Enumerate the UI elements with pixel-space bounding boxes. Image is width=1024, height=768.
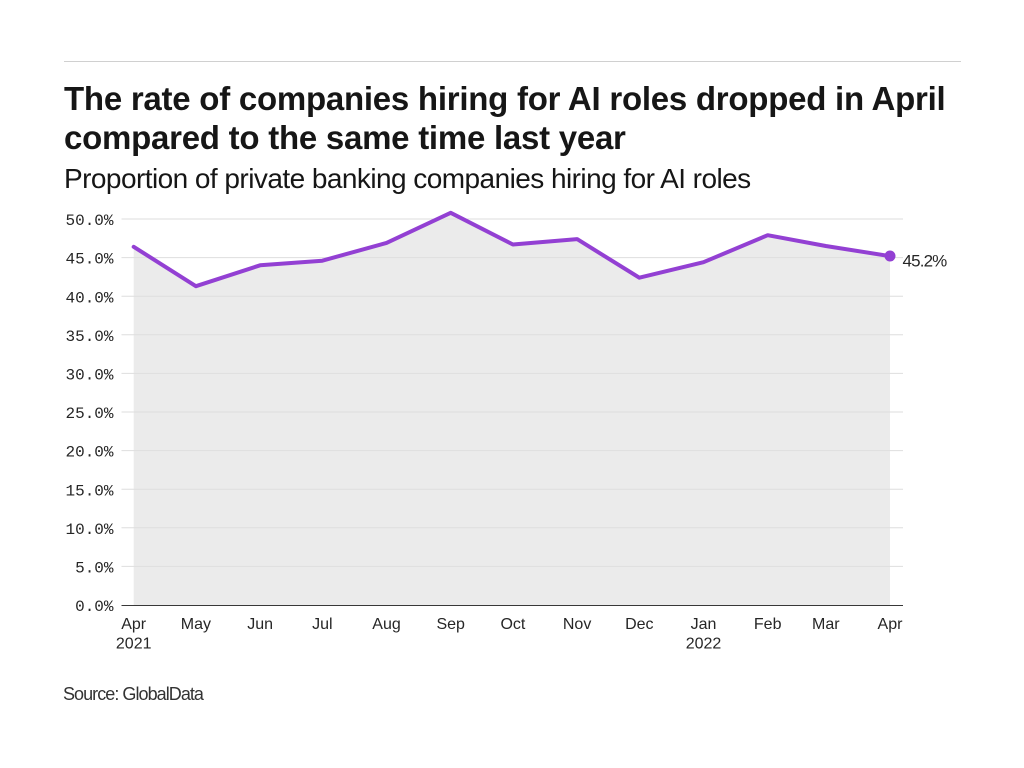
svg-text:Mar: Mar	[812, 616, 840, 633]
svg-text:Aug: Aug	[372, 616, 400, 633]
svg-text:50.0%: 50.0%	[65, 212, 113, 230]
svg-text:35.0%: 35.0%	[65, 328, 113, 346]
svg-text:15.0%: 15.0%	[65, 482, 113, 500]
svg-text:2021: 2021	[116, 635, 152, 652]
svg-text:Apr: Apr	[121, 616, 147, 633]
svg-text:25.0%: 25.0%	[65, 405, 113, 423]
svg-text:Oct: Oct	[500, 616, 525, 633]
svg-text:0.0%: 0.0%	[75, 598, 114, 616]
svg-text:Dec: Dec	[625, 616, 653, 633]
svg-text:Nov: Nov	[563, 616, 591, 633]
svg-text:Feb: Feb	[754, 616, 782, 633]
svg-text:Apr: Apr	[878, 616, 904, 633]
svg-text:May: May	[181, 616, 211, 633]
svg-text:40.0%: 40.0%	[65, 289, 113, 307]
svg-text:30.0%: 30.0%	[65, 367, 113, 385]
svg-text:Jul: Jul	[312, 616, 332, 633]
svg-text:10.0%: 10.0%	[65, 521, 113, 539]
svg-text:Jan: Jan	[691, 616, 717, 633]
svg-text:45.0%: 45.0%	[65, 251, 113, 269]
svg-text:Sep: Sep	[436, 616, 465, 633]
svg-text:5.0%: 5.0%	[75, 560, 114, 578]
svg-text:20.0%: 20.0%	[65, 444, 113, 462]
svg-text:Jun: Jun	[247, 616, 273, 633]
svg-text:45.2%: 45.2%	[903, 252, 948, 271]
svg-text:2022: 2022	[686, 635, 722, 652]
